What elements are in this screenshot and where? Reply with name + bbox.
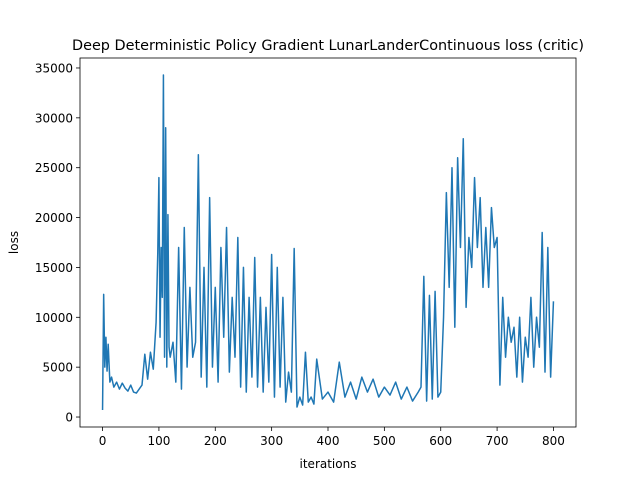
x-tick-label: 300 <box>260 434 283 448</box>
series-lines <box>101 74 555 411</box>
x-tick-label: 100 <box>147 434 170 448</box>
y-tick-label: 5000 <box>42 361 73 375</box>
y-tick-label: 20000 <box>35 211 73 225</box>
y-tick-label: 15000 <box>35 261 73 275</box>
x-tick-label: 400 <box>317 434 340 448</box>
x-tick-label: 200 <box>204 434 227 448</box>
y-tick-label: 35000 <box>35 61 73 75</box>
x-axis-ticks: 0 100 200 300 400 500 600 700 800 <box>99 427 565 448</box>
chart-title: Deep Deterministic Policy Gradient Lunar… <box>72 38 584 54</box>
plot-area <box>80 58 576 427</box>
x-axis-label: iterations <box>300 457 357 471</box>
y-axis-label: loss <box>7 231 21 254</box>
x-tick-label: 600 <box>429 434 452 448</box>
y-axis-ticks: 0 5000 10000 15000 20000 25000 30000 35000 <box>35 61 80 425</box>
x-tick-label: 0 <box>99 434 107 448</box>
series-line-0 <box>101 74 555 411</box>
x-tick-label: 700 <box>486 434 509 448</box>
x-tick-label: 800 <box>542 434 565 448</box>
y-tick-label: 30000 <box>35 111 73 125</box>
y-tick-label: 0 <box>65 411 73 425</box>
plot-frame <box>79 57 577 428</box>
y-tick-label: 25000 <box>35 161 73 175</box>
y-tick-label: 10000 <box>35 311 73 325</box>
x-tick-label: 500 <box>373 434 396 448</box>
